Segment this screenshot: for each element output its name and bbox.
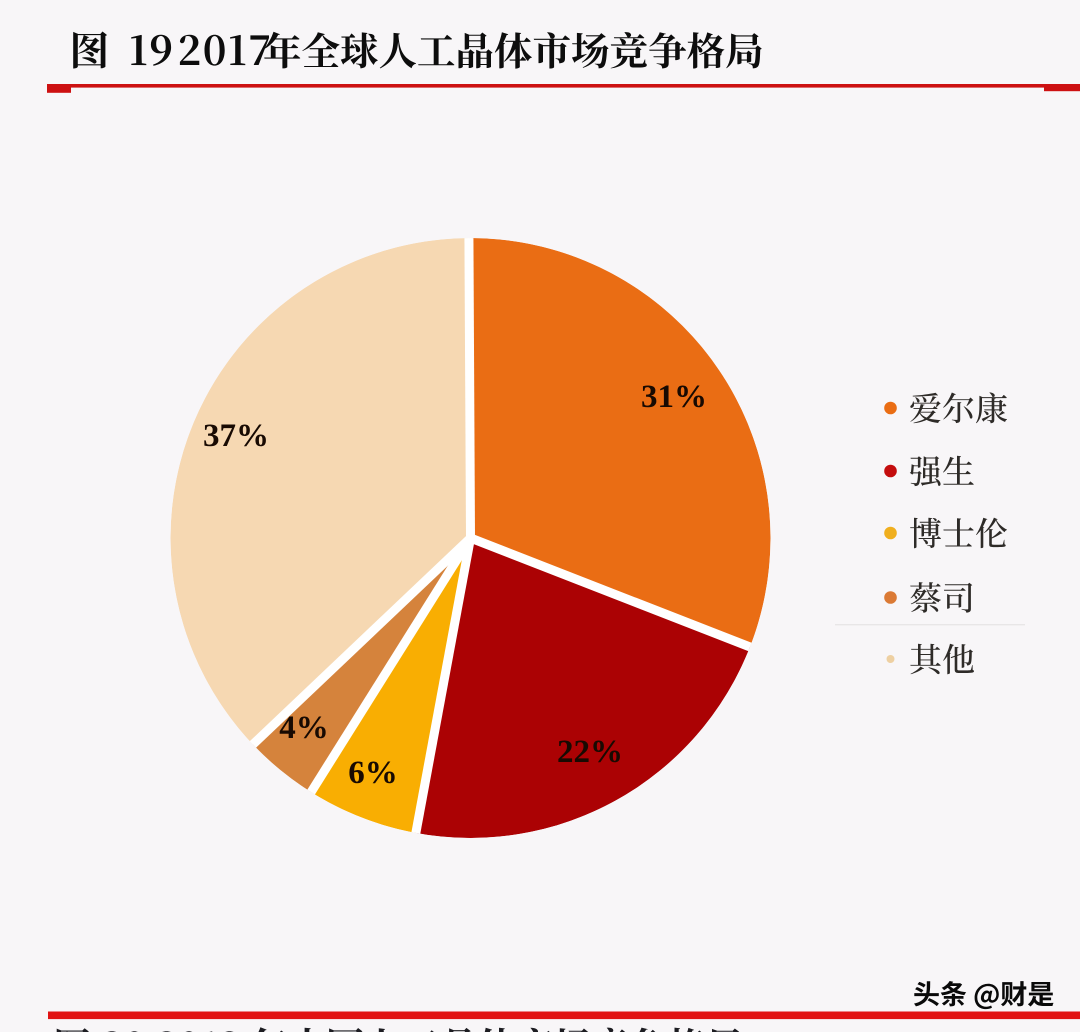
svg-text:4%: 4% <box>279 710 329 746</box>
svg-text:22%: 22% <box>557 734 623 770</box>
svg-text:31%: 31% <box>641 379 707 415</box>
svg-text:6%: 6% <box>348 755 398 791</box>
svg-text:37%: 37% <box>203 418 269 454</box>
